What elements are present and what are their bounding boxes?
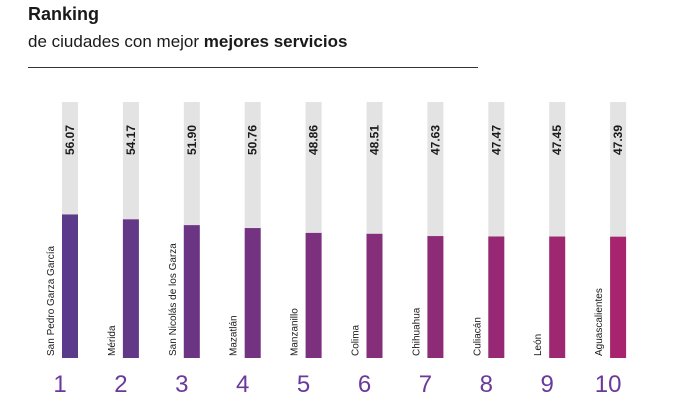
chart-subtitle: de ciudades con mejor mejores servicios <box>28 32 347 52</box>
bar <box>183 225 200 358</box>
rank-number: 9 <box>541 371 554 398</box>
category-label: Mérida <box>107 325 118 356</box>
subtitle-bold: mejores servicios <box>203 32 348 51</box>
bar <box>62 214 78 358</box>
bar <box>549 236 566 358</box>
category-label: Chihuahua <box>411 307 422 356</box>
value-label: 47.39 <box>611 125 625 155</box>
value-label: 47.45 <box>550 125 564 155</box>
rank-number: 8 <box>480 371 493 398</box>
bar <box>366 233 383 358</box>
value-label: 47.47 <box>489 125 503 155</box>
category-label: Colima <box>351 324 362 356</box>
value-label: 48.51 <box>368 125 382 155</box>
bar <box>427 236 444 358</box>
bar <box>610 236 627 358</box>
category-label: Mazatlán <box>229 315 240 356</box>
value-label: 56.07 <box>63 125 77 155</box>
value-label: 51.90 <box>185 125 199 155</box>
value-label: 54.17 <box>124 125 138 155</box>
bar <box>305 232 322 358</box>
rank-number: 4 <box>236 371 249 398</box>
rank-number: 10 <box>595 371 622 398</box>
bar <box>122 219 139 358</box>
rank-number: 6 <box>358 371 371 398</box>
category-label: Aguascalientes <box>594 288 605 356</box>
rank-number: 1 <box>53 371 66 398</box>
value-label: 50.76 <box>246 125 260 155</box>
category-label: León <box>533 334 544 356</box>
value-label: 47.63 <box>428 125 442 155</box>
subtitle-plain: de ciudades con mejor <box>28 32 204 51</box>
bar <box>488 236 505 358</box>
title-divider <box>28 67 478 68</box>
rank-number: 7 <box>419 371 432 398</box>
bar <box>244 228 261 358</box>
rank-number: 5 <box>297 371 310 398</box>
rank-number: 2 <box>114 371 127 398</box>
value-label: 48.86 <box>307 125 321 155</box>
category-label: San Pedro Garza García <box>46 246 57 356</box>
category-label: Manzanillo <box>290 308 301 356</box>
category-label: San Nicolás de los Garza <box>168 243 179 356</box>
rank-number: 3 <box>175 371 188 398</box>
category-label: Culiacán <box>472 317 483 356</box>
chart-title: Ranking <box>28 4 100 24</box>
